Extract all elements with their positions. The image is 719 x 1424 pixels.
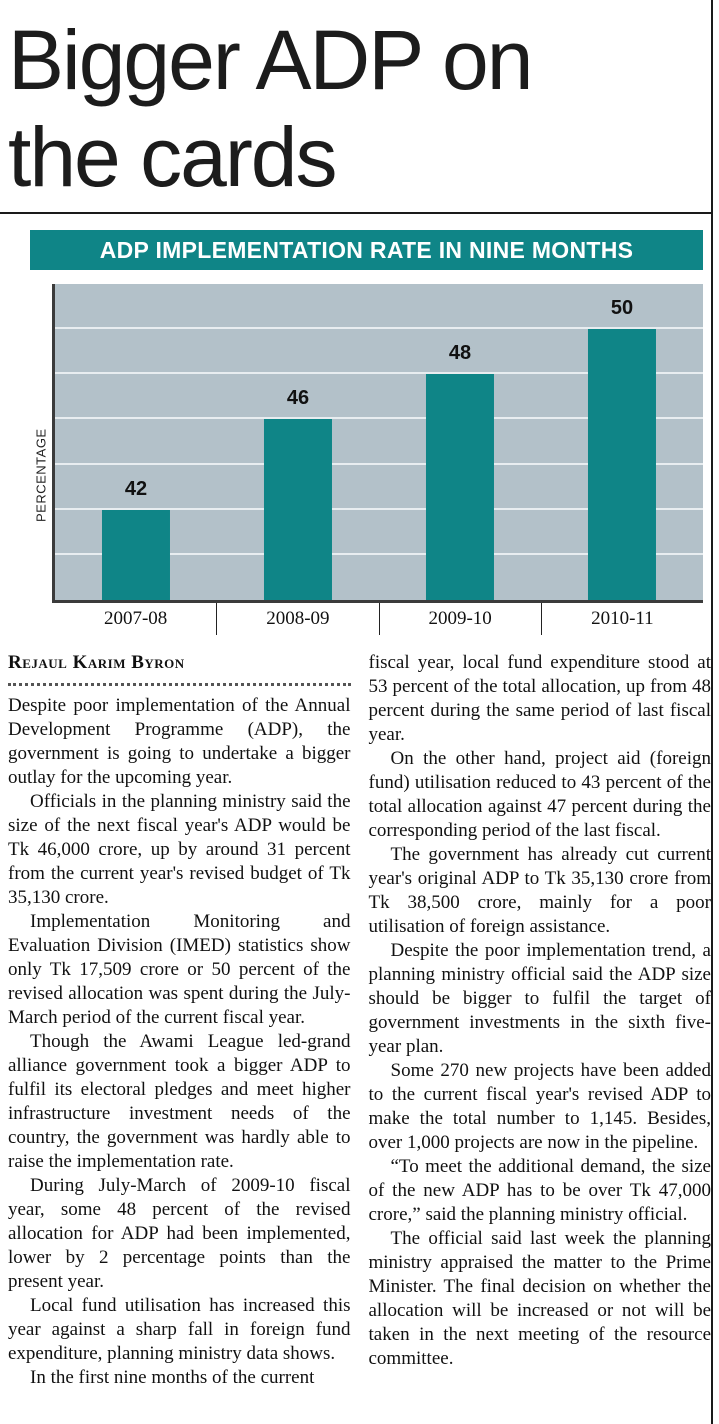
bar-2007-08 (101, 509, 171, 600)
bar-slot: 50 (541, 284, 703, 600)
article-body: Rejaul Karim Byron Despite poor implemen… (8, 651, 711, 1390)
gridline (55, 552, 703, 555)
headline-rule (0, 212, 711, 214)
bar-value-label: 42 (124, 477, 148, 500)
chart-body: PERCENTAGE 42 46 48 50 2007-08 2008-09 2009-1… (30, 284, 703, 635)
byline: Rejaul Karim Byron (8, 652, 185, 673)
gridline (55, 417, 703, 420)
article-column-left: Rejaul Karim Byron Despite poor implemen… (8, 651, 351, 1390)
bar-2008-09 (263, 419, 333, 600)
bar-slot: 46 (217, 284, 379, 600)
article-paragraph: Despite poor implementation of the Annua… (8, 695, 351, 788)
column-rule-vertical (711, 0, 713, 1424)
article-paragraph: The official said last week the planning… (368, 1228, 712, 1369)
x-tick-label: 2010-11 (540, 603, 703, 635)
chart-x-axis: 2007-08 2008-09 2009-10 2010-11 (55, 603, 703, 635)
article-paragraph: fiscal year, local fund expenditure stoo… (368, 652, 712, 745)
article-paragraph: Implementation Monitoring and Evaluation… (8, 911, 351, 1028)
x-tick-label: 2007-08 (103, 608, 168, 629)
x-tick-label: 2009-10 (378, 603, 541, 635)
article-paragraph: Despite the poor implementation trend, a… (368, 940, 712, 1057)
paragraphs-left: Despite poor implementation of the Annua… (8, 694, 351, 1390)
chart-plot: 42 46 48 50 (52, 284, 703, 603)
bar-slot: 42 (55, 284, 217, 600)
article-paragraph: During July-March of 2009-10 fiscal year… (8, 1175, 351, 1292)
article-paragraph: On the other hand, project aid (foreign … (368, 748, 712, 841)
bar-slot: 48 (379, 284, 541, 600)
article-paragraph: Local fund utilisation has increased thi… (8, 1295, 351, 1364)
chart-title-banner: ADP IMPLEMENTATION RATE IN NINE MONTHS (30, 230, 703, 270)
paragraphs-right: fiscal year, local fund expenditure stoo… (369, 651, 712, 1371)
bar-value-label: 46 (286, 387, 310, 410)
bar-2010-11 (587, 329, 657, 600)
chart-title: ADP IMPLEMENTATION RATE IN NINE MONTHS (99, 236, 634, 263)
article-paragraph: Officials in the planning ministry said … (8, 791, 351, 908)
bar-value-label: 48 (448, 342, 472, 365)
byline-separator (8, 680, 351, 686)
gridline (55, 327, 703, 330)
bar-value-label: 50 (610, 297, 634, 320)
article-paragraph: Though the Awami League led-grand allian… (8, 1031, 351, 1172)
gridline (55, 462, 703, 465)
x-tick-label: 2008-09 (216, 603, 378, 635)
article-paragraph: The government has already cut current y… (368, 844, 712, 937)
y-axis-label: PERCENTAGE (33, 428, 49, 523)
gridline (55, 507, 703, 510)
headline: Bigger ADP on the cards (8, 13, 534, 204)
chart-plot-wrap: 42 46 48 50 2007-08 2008-09 2009-10 2010-11 (52, 284, 703, 635)
article-column-right: fiscal year, local fund expenditure stoo… (369, 651, 712, 1390)
article-paragraph: Some 270 new projects have been added to… (368, 1060, 712, 1153)
adp-chart: ADP IMPLEMENTATION RATE IN NINE MONTHS P… (30, 230, 703, 635)
bar-2009-10 (425, 374, 495, 600)
article-paragraph: “To meet the additional demand, the size… (368, 1156, 712, 1225)
article-paragraph: In the first nine months of the current (30, 1367, 315, 1388)
gridline (55, 372, 703, 375)
